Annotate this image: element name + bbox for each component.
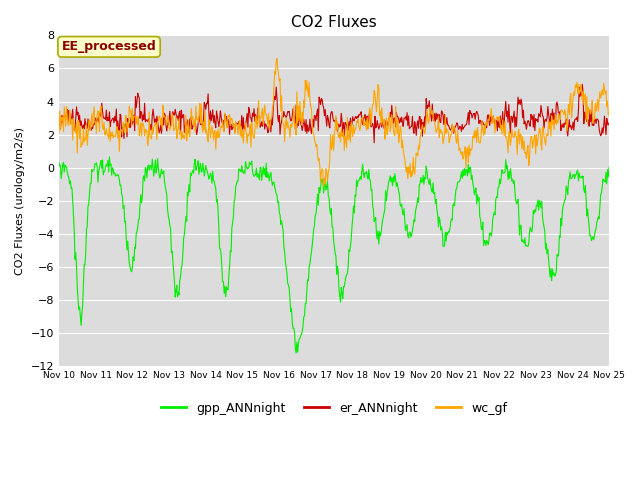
wc_gf	[177, 136, 185, 142]
er_ANNnight	[605, 120, 613, 126]
gpp_ANNnight	[179, 262, 186, 267]
Line: er_ANNnight: er_ANNnight	[59, 84, 609, 143]
Y-axis label: CO2 Fluxes (urology/m2/s): CO2 Fluxes (urology/m2/s)	[15, 127, 25, 275]
gpp_ANNnight	[403, 225, 410, 230]
wc_gf	[207, 135, 214, 141]
wc_gf	[419, 121, 426, 127]
Title: CO2 Fluxes: CO2 Fluxes	[291, 15, 377, 30]
gpp_ANNnight	[605, 164, 613, 170]
wc_gf	[320, 183, 328, 189]
Line: gpp_ANNnight: gpp_ANNnight	[59, 157, 609, 353]
Line: wc_gf: wc_gf	[59, 59, 609, 186]
er_ANNnight	[371, 140, 378, 145]
gpp_ANNnight	[207, 173, 215, 179]
gpp_ANNnight	[419, 180, 426, 185]
wc_gf	[605, 111, 613, 117]
er_ANNnight	[177, 107, 185, 113]
er_ANNnight	[579, 82, 586, 87]
wc_gf	[403, 169, 410, 175]
wc_gf	[273, 56, 281, 61]
er_ANNnight	[55, 111, 63, 117]
Text: EE_processed: EE_processed	[61, 40, 156, 53]
er_ANNnight	[122, 121, 129, 127]
gpp_ANNnight	[292, 350, 300, 356]
er_ANNnight	[418, 117, 426, 122]
er_ANNnight	[65, 108, 73, 113]
er_ANNnight	[207, 108, 214, 114]
wc_gf	[65, 122, 73, 128]
gpp_ANNnight	[65, 176, 73, 181]
gpp_ANNnight	[122, 236, 130, 241]
er_ANNnight	[402, 114, 410, 120]
gpp_ANNnight	[106, 154, 113, 160]
Legend: gpp_ANNnight, er_ANNnight, wc_gf: gpp_ANNnight, er_ANNnight, wc_gf	[156, 396, 512, 420]
gpp_ANNnight	[55, 160, 63, 166]
wc_gf	[122, 113, 129, 119]
wc_gf	[55, 131, 63, 136]
